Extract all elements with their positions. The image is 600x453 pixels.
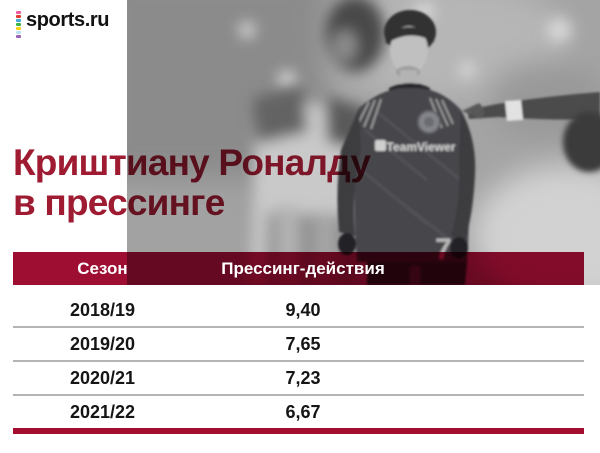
value-cell: 7,65 (285, 334, 321, 354)
season-cell: 2019/20 (69, 334, 136, 354)
logo-dot (16, 27, 21, 30)
logo-dot (16, 31, 21, 34)
table-row: 2021/22 6,67 (13, 396, 584, 428)
sportsru-logo-text: sports.ru (26, 9, 110, 31)
logo-dot (16, 15, 21, 18)
column-header-season: Сезон (77, 259, 128, 278)
value-cell: 9,40 (285, 300, 321, 320)
sportsru-logo: sports.ru (16, 8, 109, 38)
season-cell: 2021/22 (69, 402, 136, 422)
logo-dot (16, 35, 21, 38)
table-row: 2018/19 9,40 (13, 294, 584, 328)
page-title: Криштиану Роналду в прессинге (13, 143, 593, 223)
table-row: 2020/21 7,23 (13, 362, 584, 396)
pointing-arm (462, 92, 600, 121)
wristband (505, 100, 523, 121)
bottom-accent-bar (13, 428, 584, 434)
season-cell: 2020/21 (69, 368, 136, 388)
table-header-labels: Сезон Прессинг-действия (13, 252, 584, 285)
logo-dot (16, 11, 21, 14)
jersey-sponsor-text: TeamViewer (387, 140, 456, 154)
season-cell: 2018/19 (69, 300, 136, 320)
sportsru-logo-dots-icon (16, 8, 21, 38)
logo-dot (16, 23, 21, 26)
column-header-pressing: Прессинг-действия (221, 259, 385, 278)
stats-table: 2018/19 9,40 2019/20 7,65 2020/21 7,23 2… (13, 294, 584, 428)
table-row: 2019/20 7,65 (13, 328, 584, 362)
table-header-band (13, 252, 584, 285)
page-title-line1: Криштиану Роналду (13, 142, 371, 183)
logo-dot (16, 19, 21, 22)
value-cell: 7,23 (285, 368, 321, 388)
page-title-line2: в прессинге (13, 182, 225, 223)
value-cell: 6,67 (285, 402, 321, 422)
